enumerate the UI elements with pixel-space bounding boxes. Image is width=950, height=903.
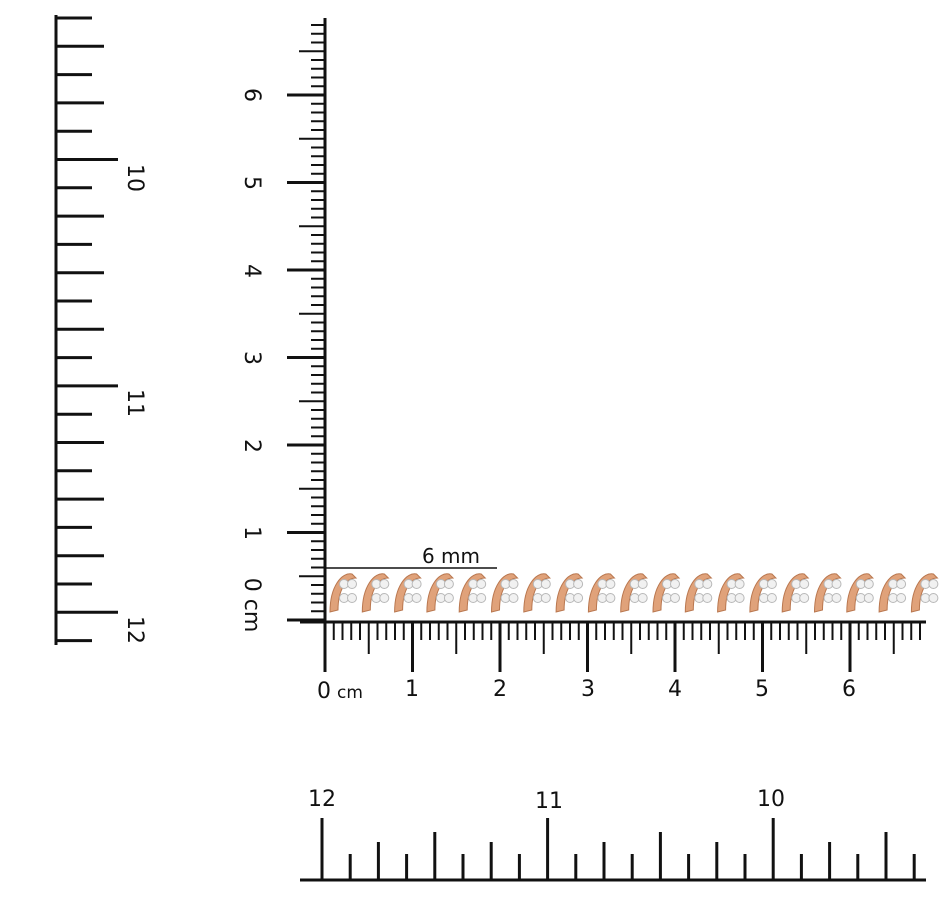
bracelet-stone	[863, 593, 874, 603]
vertical-ruler-label-6: 6	[239, 88, 264, 102]
vertical-ruler-label-1: 1	[239, 526, 264, 540]
bracelet-stone	[508, 579, 519, 589]
bracelet-link	[910, 573, 939, 613]
bracelet-stone	[702, 593, 713, 603]
bracelet-stone	[476, 593, 487, 603]
bracelet-stone	[766, 593, 777, 603]
bracelet-stone	[766, 579, 777, 589]
bracelet-link	[329, 573, 358, 613]
bracelet-stone	[670, 593, 680, 603]
bracelet-stone	[734, 579, 745, 589]
bracelet-stone	[540, 579, 551, 589]
left-ruler-label-12: 12	[122, 616, 147, 644]
bracelet-stone	[379, 579, 390, 589]
left-ruler-label-10: 10	[122, 164, 147, 192]
left-ruler: 10 11 12	[54, 15, 147, 645]
bracelet-link	[394, 573, 422, 613]
bracelet-link	[555, 573, 584, 613]
bracelet-link	[781, 573, 810, 613]
bracelet-link	[749, 573, 778, 613]
bracelet-stone	[573, 593, 584, 603]
vertical-ruler-label-0: 0 cm	[239, 578, 264, 633]
bracelet-stone	[799, 579, 810, 589]
bottom-ruler-label-12: 12	[308, 787, 336, 812]
horizontal-ruler-label-6: 6	[842, 677, 856, 702]
bracelet-link	[426, 573, 455, 613]
vertical-ruler-label-4: 4	[239, 264, 264, 278]
vertical-ruler-label-3: 3	[239, 351, 264, 365]
bracelet-link	[620, 573, 648, 613]
bracelet-stone	[896, 593, 907, 603]
bracelet-image	[329, 573, 939, 613]
bracelet-stone	[863, 579, 874, 589]
bracelet-stone	[411, 579, 422, 589]
vertical-cm-ruler: 0 cm 1 2 3 4 5 6	[239, 18, 327, 633]
horizontal-cm-ruler: 0 cm 1 2 3 4 5 6	[300, 620, 926, 704]
bracelet-stone	[379, 593, 390, 603]
bracelet-stone	[443, 593, 454, 603]
bracelet-stone	[637, 593, 648, 603]
bracelet-stone	[605, 579, 616, 589]
bracelet-stone	[702, 579, 713, 589]
horizontal-ruler-label-3: 3	[581, 677, 595, 702]
bracelet-stone	[734, 593, 745, 603]
bracelet-stone	[799, 593, 810, 603]
horizontal-ruler-label-0: 0	[317, 679, 331, 704]
bracelet-stone	[637, 579, 648, 589]
bracelet-stone	[928, 579, 939, 589]
bracelet-stone	[670, 579, 680, 589]
bracelet-link	[717, 573, 745, 613]
bracelet-link	[490, 573, 519, 613]
bracelet-link	[878, 573, 907, 613]
bracelet-stone	[831, 593, 842, 603]
bracelet-link	[587, 573, 616, 613]
bracelet-stone	[928, 593, 939, 603]
vertical-ruler-label-5: 5	[239, 176, 264, 190]
left-ruler-label-11: 11	[122, 389, 147, 417]
bracelet-link	[684, 573, 713, 613]
bottom-ruler-label-10: 10	[757, 787, 785, 812]
horizontal-ruler-label-1: 1	[405, 677, 419, 702]
bracelet-stone	[476, 579, 487, 589]
horizontal-ruler-label-2: 2	[493, 677, 507, 702]
bracelet-link	[458, 573, 487, 613]
width-measurement: 6 mm	[325, 544, 497, 569]
bracelet-link	[652, 573, 681, 613]
horizontal-ruler-label-5: 5	[755, 677, 769, 702]
bracelet-link	[523, 573, 552, 613]
horizontal-ruler-unit: cm	[337, 683, 363, 703]
bracelet-stone	[508, 593, 519, 603]
bracelet-stone	[573, 579, 584, 589]
bracelet-stone	[831, 579, 842, 589]
bracelet-stone	[605, 593, 616, 603]
bottom-ruler: 12 11 10	[300, 787, 926, 882]
bracelet-link	[813, 573, 842, 613]
bracelet-stone	[411, 593, 422, 603]
bracelet-link	[846, 573, 875, 613]
bracelet-stone	[443, 579, 454, 589]
bracelet-stone	[347, 579, 357, 589]
measurement-label: 6 mm	[422, 544, 480, 568]
bracelet-link	[361, 573, 390, 613]
vertical-ruler-label-2: 2	[239, 439, 264, 453]
bracelet-stone	[896, 579, 907, 589]
bracelet-stone	[347, 593, 357, 603]
bracelet-stone	[540, 593, 551, 603]
bottom-ruler-label-11: 11	[535, 789, 563, 814]
horizontal-ruler-label-4: 4	[668, 677, 682, 702]
